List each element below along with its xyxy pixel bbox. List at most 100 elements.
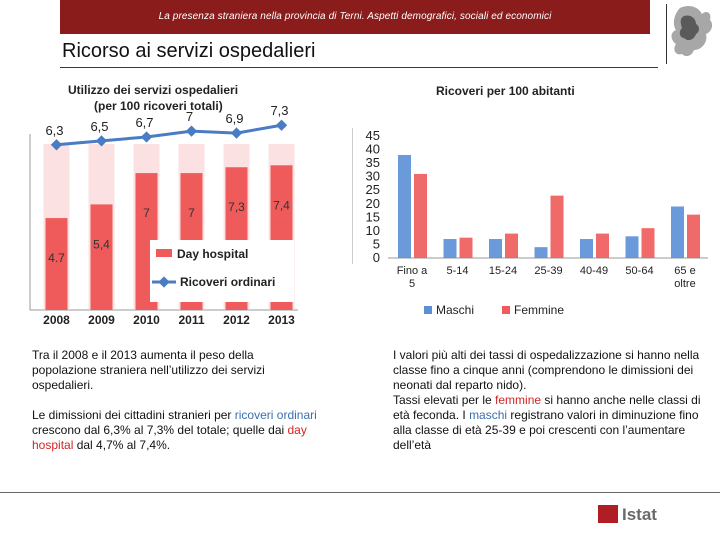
header-band xyxy=(60,0,650,34)
bar-maschi xyxy=(398,154,411,258)
y-tick-label: 0 xyxy=(373,250,380,265)
label-day-hospital: 7,3 xyxy=(228,200,245,214)
line-ricoveri-ordinari xyxy=(56,123,282,147)
x-tick-year: 2010 xyxy=(133,313,160,327)
commentary-left: Tra il 2008 e il 2013 aumenta il peso de… xyxy=(32,348,317,468)
y-tick-label: 15 xyxy=(366,209,380,224)
x-tick-year: 2011 xyxy=(178,313,204,327)
bar-femmine xyxy=(459,237,473,258)
x-tick-age-class: 65 e xyxy=(674,265,695,277)
chart-left-subtitle: (per 100 ricoveri totali) xyxy=(94,99,223,113)
commentary-left-p2-a: Le dimissioni dei cittadini stranieri pe… xyxy=(32,408,235,422)
bar-maschi xyxy=(580,239,593,258)
commentary-left-p2: Le dimissioni dei cittadini stranieri pe… xyxy=(32,408,317,453)
x-tick-year: 2012 xyxy=(223,313,250,327)
x-tick-year: 2013 xyxy=(268,313,295,327)
bar-femmine xyxy=(414,173,427,258)
highlight-femmine: femmine xyxy=(495,393,542,407)
legend-maschi-swatch xyxy=(424,306,432,314)
commentary-right-p2-c: si hanno anche nelle classi di età fecon… xyxy=(393,393,701,422)
commentary-left-p2-c: crescono dal 6,3% al 7,3% del totale; qu… xyxy=(32,423,288,437)
bar-femmine xyxy=(505,233,518,258)
chart-utilizzo-svg: Utilizzo dei servizi ospedalieri (per 10… xyxy=(29,83,298,327)
label-ricoveri-ordinari: 7,3 xyxy=(270,103,288,118)
istat-logo: Istat xyxy=(598,503,688,527)
chart-ricoveri-svg: Ricoveri per 100 abitanti 05101520253035… xyxy=(351,84,708,317)
commentary-right-p1: I valori più alti dei tassi di ospedaliz… xyxy=(393,348,700,392)
logo-divider xyxy=(666,4,667,64)
chart-ricoveri-abitanti: Ricoveri per 100 abitanti 0 5 10 15 20 25 30 35… xyxy=(351,78,714,330)
label-day-hospital: 4.7 xyxy=(48,251,65,265)
bar-maschi xyxy=(671,206,684,258)
istat-mark-icon xyxy=(598,505,618,523)
footer-divider xyxy=(0,492,720,493)
highlight-ricoveri-ordinari: ricoveri ordinari xyxy=(234,408,317,422)
x-tick-age-class: 40-49 xyxy=(580,265,608,277)
coat-of-arms-logo xyxy=(658,0,720,66)
point-ricoveri-ordinari xyxy=(230,127,243,139)
bar-maschi xyxy=(489,239,502,258)
label-day-hospital: 7 xyxy=(188,206,195,220)
bar-femmine xyxy=(641,228,655,258)
bar-femmine xyxy=(687,214,700,258)
y-tick-label: 25 xyxy=(366,182,380,197)
commentary-right-p2-a: Tassi elevati per le xyxy=(393,393,496,407)
commentary-right-p2-e: registrano valori in diminuzione fino al… xyxy=(393,408,699,452)
bar-day-hospital xyxy=(45,218,68,310)
x-tick-age-class: 5-14 xyxy=(446,265,468,277)
bar-day-hospital xyxy=(90,204,113,310)
x-tick-age-class: 25-39 xyxy=(534,265,562,277)
highlight-maschi: maschi xyxy=(469,408,508,422)
y-tick-label: 20 xyxy=(366,196,380,211)
y-tick-label: 10 xyxy=(366,223,380,238)
chart-right-title: Ricoveri per 100 abitanti xyxy=(436,84,575,98)
slide-title: Ricorso ai servizi ospedalieri xyxy=(62,40,316,62)
label-day-hospital: 7,4 xyxy=(273,198,290,212)
y-tick-label: 40 xyxy=(366,142,380,157)
y-tick-label: 35 xyxy=(366,155,380,170)
legend-ordinari-marker xyxy=(158,276,170,288)
x-tick-age-class: 5 xyxy=(409,278,415,290)
bar-femmine xyxy=(550,195,564,258)
x-tick-year: 2008 xyxy=(43,313,70,327)
griffin-emblem-icon xyxy=(671,6,713,57)
y-tick-label: 45 xyxy=(366,128,380,143)
commentary-right: I valori più alti dei tassi di ospedaliz… xyxy=(393,348,703,453)
label-ricoveri-ordinari: 7 xyxy=(186,109,193,124)
point-ricoveri-ordinari xyxy=(140,131,153,143)
x-tick-age-class: 15-24 xyxy=(489,265,517,277)
legend-maschi-label: Maschi xyxy=(436,303,474,317)
label-ricoveri-ordinari: 6,9 xyxy=(225,111,243,126)
bar-maschi xyxy=(625,236,639,258)
x-tick-age-class: oltre xyxy=(674,278,695,290)
x-tick-age-class: 50-64 xyxy=(625,265,653,277)
legend-femmine-label: Femmine xyxy=(514,303,564,317)
header-text: La presenza straniera nella provincia di… xyxy=(158,11,552,22)
bar-femmine xyxy=(596,233,609,258)
bar-maschi xyxy=(443,239,457,258)
commentary-left-p1: Tra il 2008 e il 2013 aumenta il peso de… xyxy=(32,348,265,392)
point-ricoveri-ordinari xyxy=(185,125,198,137)
chart-utilizzo-servizi: Utilizzo dei servizi ospedalieri (per 10… xyxy=(28,78,302,330)
x-tick-age-class: Fino a xyxy=(397,265,428,277)
chart-left-legend xyxy=(150,240,294,302)
legend-femmine-swatch xyxy=(502,306,510,314)
highlight-day-hospital: day hospital xyxy=(32,423,307,452)
label-ricoveri-ordinari: 6,5 xyxy=(90,119,108,134)
chart-left-title: Utilizzo dei servizi ospedalieri xyxy=(68,83,238,97)
label-ricoveri-ordinari: 6,7 xyxy=(135,115,153,130)
legend-ordinari-label: Ricoveri ordinari xyxy=(180,275,275,289)
istat-logo-text: Istat xyxy=(622,505,657,524)
label-ricoveri-ordinari: 6,3 xyxy=(45,123,63,138)
bar-maschi xyxy=(534,247,548,258)
y-tick-label: 5 xyxy=(373,236,380,251)
title-divider xyxy=(60,67,658,68)
x-tick-year: 2009 xyxy=(88,313,115,327)
legend-day-hospital-swatch xyxy=(156,249,172,257)
label-day-hospital: 7 xyxy=(143,206,150,220)
legend-day-hospital-label: Day hospital xyxy=(177,247,248,261)
y-tick-label: 30 xyxy=(366,169,380,184)
point-ricoveri-ordinari xyxy=(275,119,288,131)
commentary-right-p2: Tassi elevati per le femmine si hanno an… xyxy=(393,393,703,453)
commentary-left-p2-e: dal 4,7% al 7,4%. xyxy=(73,438,171,452)
